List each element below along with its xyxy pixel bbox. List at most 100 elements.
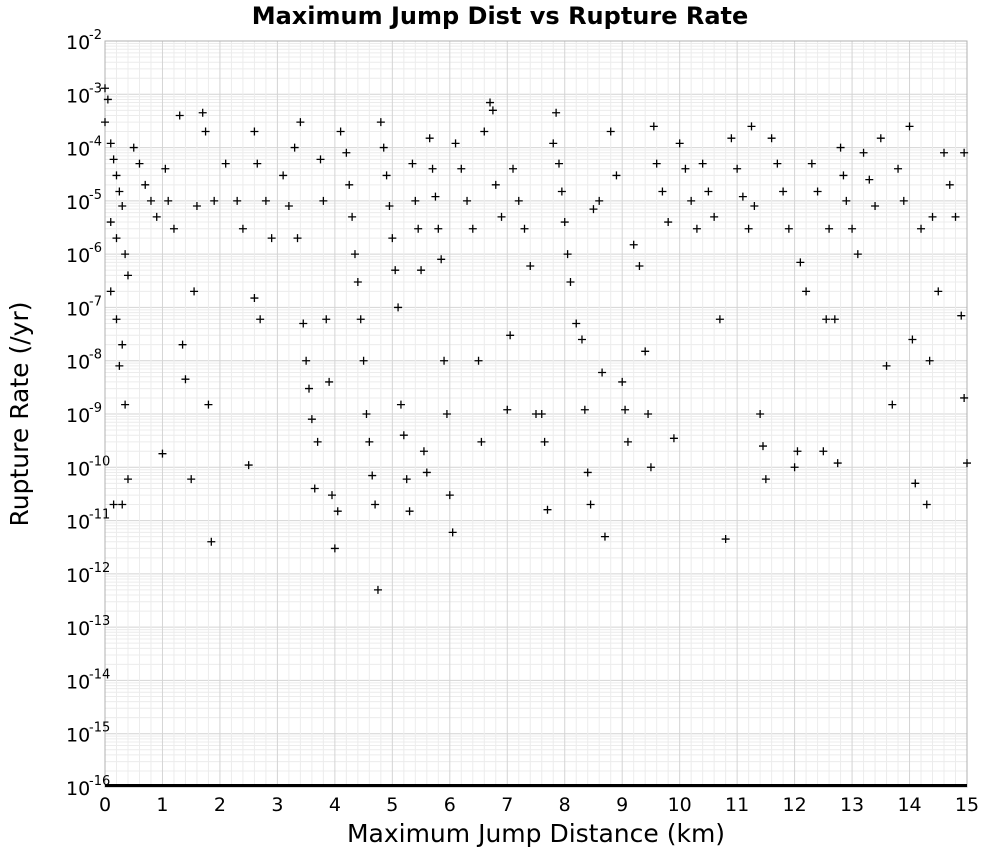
data-point — [721, 535, 730, 544]
data-point — [595, 196, 604, 205]
data-point — [118, 202, 127, 211]
y-tick-exponent: -15 — [89, 721, 110, 736]
data-point — [250, 294, 259, 303]
x-tick-label: 10 — [668, 794, 692, 816]
data-point — [115, 187, 124, 196]
data-point — [606, 127, 615, 136]
data-point — [190, 287, 199, 296]
data-point — [399, 431, 408, 440]
data-point — [437, 255, 446, 264]
data-point — [497, 212, 506, 221]
data-point — [488, 106, 497, 115]
data-point — [290, 143, 299, 152]
x-tick-label: 11 — [725, 794, 749, 816]
data-point — [583, 468, 592, 477]
data-point — [198, 108, 207, 117]
data-point — [618, 377, 627, 386]
data-point — [687, 196, 696, 205]
data-point — [310, 484, 319, 493]
data-point — [256, 315, 265, 324]
data-point — [244, 461, 253, 470]
data-point — [299, 319, 308, 328]
data-point — [325, 377, 334, 386]
data-point — [911, 479, 920, 488]
data-point — [767, 134, 776, 143]
data-point — [396, 400, 405, 409]
data-point — [373, 585, 382, 594]
data-point — [526, 261, 535, 270]
data-point — [129, 143, 138, 152]
data-point — [379, 143, 388, 152]
y-tick-label: 10 — [66, 85, 90, 107]
data-point — [187, 475, 196, 484]
data-point — [118, 340, 127, 349]
data-point — [221, 159, 230, 168]
data-point — [106, 287, 115, 296]
data-point — [468, 224, 477, 233]
y-tick-exponent: -16 — [89, 774, 110, 789]
data-point — [905, 122, 914, 131]
data-point — [825, 224, 834, 233]
x-tick-label: 2 — [214, 794, 226, 816]
y-tick-label: 10 — [66, 192, 90, 214]
data-point — [112, 234, 121, 243]
data-point — [440, 356, 449, 365]
data-point — [960, 393, 969, 402]
chart-title: Maximum Jump Dist vs Rupture Rate — [252, 2, 749, 30]
data-point — [848, 224, 857, 233]
data-point — [463, 196, 472, 205]
data-point — [758, 442, 767, 451]
data-point — [692, 224, 701, 233]
x-tick-label: 0 — [99, 794, 111, 816]
data-point — [425, 134, 434, 143]
data-point — [503, 405, 512, 414]
y-tick-exponent: -5 — [89, 188, 102, 203]
data-point — [250, 127, 259, 136]
data-point — [422, 468, 431, 477]
data-point — [960, 148, 969, 157]
data-point — [253, 159, 262, 168]
y-tick-label: 10 — [66, 618, 90, 640]
data-point — [371, 500, 380, 509]
data-point — [178, 340, 187, 349]
data-point — [871, 202, 880, 211]
x-tick-label: 7 — [501, 794, 513, 816]
data-point — [408, 159, 417, 168]
data-point — [747, 122, 756, 131]
data-point — [715, 315, 724, 324]
data-point — [566, 278, 575, 287]
data-point — [580, 405, 589, 414]
data-point — [109, 155, 118, 164]
data-point — [353, 278, 362, 287]
data-point — [121, 400, 130, 409]
data-point — [141, 180, 150, 189]
data-point — [917, 224, 926, 233]
y-tick-exponent: -6 — [89, 241, 102, 256]
data-point — [899, 196, 908, 205]
y-tick-label: 10 — [66, 352, 90, 374]
data-point — [451, 139, 460, 148]
data-point — [520, 224, 529, 233]
data-point — [293, 234, 302, 243]
data-point — [621, 405, 630, 414]
y-axis-ticks: 10-210-310-410-510-610-710-810-910-1010-… — [66, 28, 110, 800]
data-point — [103, 95, 112, 104]
data-point — [664, 218, 673, 227]
data-point — [600, 532, 609, 541]
data-point — [313, 437, 322, 446]
data-point — [394, 303, 403, 312]
data-point — [876, 134, 885, 143]
data-point — [543, 505, 552, 514]
data-point — [169, 224, 178, 233]
data-point — [963, 459, 971, 468]
data-point — [210, 196, 219, 205]
y-tick-label: 10 — [66, 245, 90, 267]
data-point — [698, 159, 707, 168]
data-point — [934, 287, 943, 296]
y-tick-exponent: -9 — [89, 401, 102, 416]
data-point — [491, 180, 500, 189]
data-point — [635, 261, 644, 270]
data-point — [457, 164, 466, 173]
x-tick-label: 3 — [271, 794, 283, 816]
data-point — [560, 218, 569, 227]
